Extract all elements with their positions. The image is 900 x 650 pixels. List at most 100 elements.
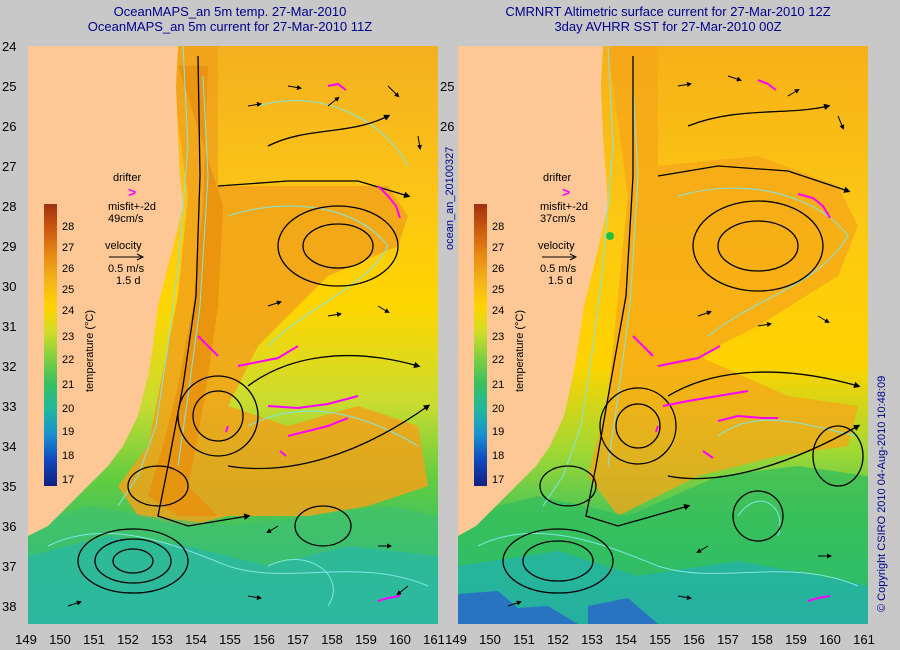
right-drifter-tracks — [632, 79, 831, 602]
colorbar-tick: 22 — [62, 354, 75, 366]
x-label: 149 — [15, 632, 37, 647]
y-label: 35 — [2, 479, 17, 494]
x-label: 154 — [185, 632, 207, 647]
x-label: 155 — [219, 632, 241, 647]
velocity-scale: 0.5 m/s — [108, 263, 145, 275]
colorbar-tick: 21 — [62, 379, 75, 391]
x-label: 158 — [321, 632, 343, 647]
colorbar-tick: 25 — [492, 284, 505, 296]
colorbar-tick: 26 — [62, 263, 75, 275]
y-label: 33 — [2, 399, 17, 414]
x-label: 151 — [513, 632, 535, 647]
colorbar-tick: 20 — [62, 403, 75, 415]
x-label: 149 — [445, 632, 467, 647]
right-location-marker — [606, 232, 614, 240]
right-title-line2: 3day AVHRR SST for 27-Mar-2010 00Z — [554, 19, 782, 34]
run-id-label: ocean_an_20100327 — [444, 146, 456, 250]
right-contours — [477, 46, 859, 587]
y-label: 38 — [2, 599, 17, 614]
y-label: 25 — [2, 79, 17, 94]
x-label: 158 — [751, 632, 773, 647]
colorbar-tick: 27 — [492, 242, 505, 254]
colorbar-tick: 19 — [62, 426, 75, 438]
x-label: 150 — [479, 632, 501, 647]
drifter-icon: > — [128, 184, 137, 200]
colorbar-tick: 28 — [62, 221, 75, 233]
y-label: 31 — [2, 319, 17, 334]
copyright-label: © Copyright CSIRO 2010 04-Aug-2010 10:48… — [876, 375, 888, 612]
x-label: 160 — [389, 632, 411, 647]
right-title: CMRNRT Altimetric surface current for 27… — [458, 4, 878, 34]
x-label: 159 — [785, 632, 807, 647]
x-label: 159 — [355, 632, 377, 647]
velocity-label: velocity — [105, 240, 142, 252]
x-label: 161 — [853, 632, 875, 647]
colorbar-tick: 23 — [62, 331, 75, 343]
right-title-line1: CMRNRT Altimetric surface current for 27… — [505, 4, 831, 19]
x-label: 156 — [683, 632, 705, 647]
velocity-label: velocity — [538, 240, 575, 252]
y-label: 25 — [440, 79, 455, 94]
x-label: 161 — [423, 632, 445, 647]
y-label: 24 — [2, 39, 17, 54]
x-label: 150 — [49, 632, 71, 647]
colorbar-tick: 20 — [492, 403, 505, 415]
x-label: 152 — [547, 632, 569, 647]
misfit-label: misfit+-2d — [108, 201, 156, 213]
colorbar-tick: 21 — [492, 379, 505, 391]
left-title-line1: OceanMAPS_an 5m temp. 27-Mar-2010 — [113, 4, 347, 19]
velocity-time: 1.5 d — [548, 275, 573, 287]
left-map-panel — [28, 46, 438, 624]
colorbar-tick: 23 — [492, 331, 505, 343]
velocity-arrow-icon — [542, 253, 578, 261]
colorbar-tick: 17 — [492, 474, 505, 486]
x-label: 156 — [253, 632, 275, 647]
colorbar-title: temperature (°C) — [84, 309, 96, 392]
left-streamlines — [77, 55, 431, 594]
colorbar-gradient — [474, 204, 487, 486]
left-velocity-arrows — [67, 85, 422, 607]
y-label: 32 — [2, 359, 17, 374]
colorbar-tick: 18 — [492, 450, 505, 462]
colorbar-tick: 26 — [492, 263, 505, 275]
misfit-label: misfit+-2d — [540, 201, 588, 213]
drifter-label: drifter — [543, 172, 572, 184]
x-label: 154 — [615, 632, 637, 647]
velocity-arrow-icon — [109, 253, 145, 261]
colorbar-tick: 18 — [62, 450, 75, 462]
x-label: 152 — [117, 632, 139, 647]
colorbar-tick: 24 — [62, 305, 75, 317]
y-label: 36 — [2, 519, 17, 534]
right-velocity-arrows — [507, 75, 845, 607]
left-title-line2: OceanMAPS_an 5m current for 27-Mar-2010 … — [87, 19, 373, 34]
right-streamlines — [502, 56, 864, 594]
x-label: 157 — [287, 632, 309, 647]
y-label: 29 — [2, 239, 17, 254]
y-label: 34 — [2, 439, 17, 454]
left-title: OceanMAPS_an 5m temp. 27-Mar-2010 OceanM… — [30, 4, 430, 34]
y-label: 26 — [2, 119, 17, 134]
velocity-time: 1.5 d — [116, 275, 141, 287]
x-label: 153 — [151, 632, 173, 647]
y-label: 28 — [2, 199, 17, 214]
drifter-icon: > — [562, 184, 571, 200]
colorbar-gradient — [44, 204, 57, 486]
x-label: 157 — [717, 632, 739, 647]
x-label: 153 — [581, 632, 603, 647]
misfit-speed: 49cm/s — [108, 213, 144, 225]
colorbar-tick: 19 — [492, 426, 505, 438]
right-map-svg — [458, 46, 868, 624]
colorbar-tick: 17 — [62, 474, 75, 486]
velocity-scale: 0.5 m/s — [540, 263, 577, 275]
y-label: 30 — [2, 279, 17, 294]
colorbar-tick: 22 — [492, 354, 505, 366]
y-label: 26 — [440, 119, 455, 134]
colorbar-tick: 24 — [492, 305, 505, 317]
x-label: 160 — [819, 632, 841, 647]
colorbar-tick: 27 — [62, 242, 75, 254]
x-label: 155 — [649, 632, 671, 647]
colorbar-tick: 28 — [492, 221, 505, 233]
x-label: 151 — [83, 632, 105, 647]
y-label: 27 — [2, 159, 17, 174]
left-drifter-tracks — [197, 82, 401, 602]
